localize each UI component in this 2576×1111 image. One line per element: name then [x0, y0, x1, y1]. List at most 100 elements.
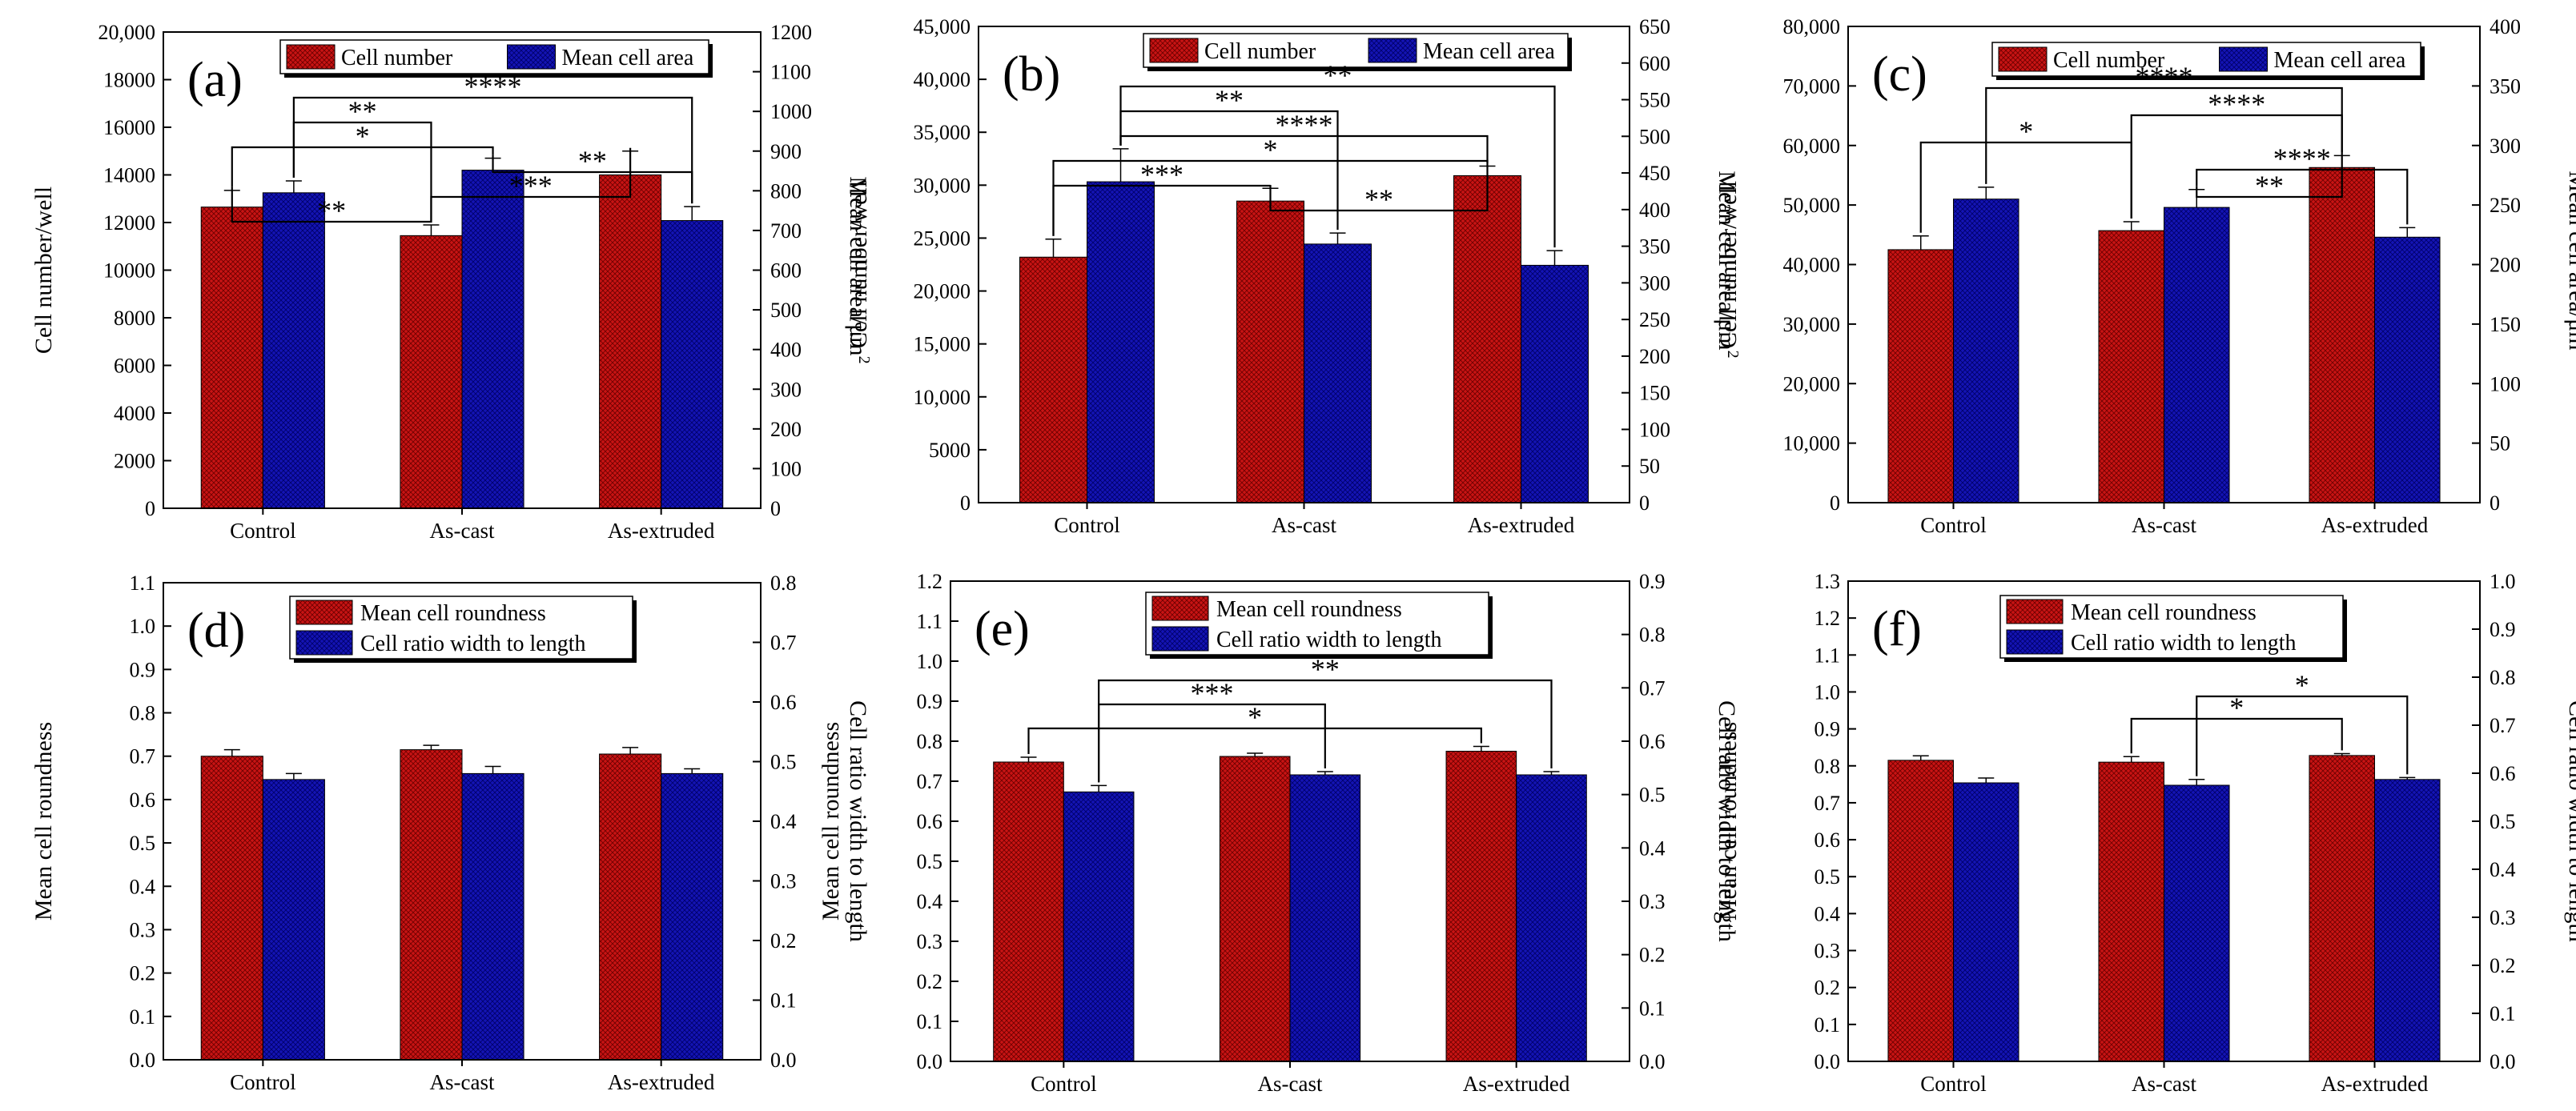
significance-bracket	[231, 146, 494, 187]
panel-label: (e)	[975, 602, 1030, 656]
y-axis-label: Mean cell roundness	[1715, 722, 1742, 920]
y2-tick-label: 0.0	[2490, 1050, 2516, 1073]
y-tick-label: 1.0	[1814, 680, 1841, 704]
y-tick-label: 30,000	[914, 174, 971, 197]
y-tick-label: 12000	[103, 211, 155, 235]
y-tick-label: 1.0	[130, 615, 156, 638]
x-tick-label: As-extruded	[608, 1070, 715, 1094]
y2-tick-label: 0.5	[770, 751, 797, 774]
y-tick-label: 80,000	[1783, 15, 1841, 38]
bar-blue	[2164, 207, 2230, 503]
y-tick-label: 0.3	[1814, 940, 1841, 963]
y2-tick-label: 100	[1639, 418, 1670, 441]
legend-label: Cell number	[341, 46, 453, 70]
y-tick-label: 0.2	[130, 962, 156, 985]
y2-tick-label: 0.3	[770, 870, 797, 893]
significance-bracket	[2196, 695, 2409, 776]
y2-tick-label: 500	[770, 299, 802, 322]
y2-tick-label: 350	[1639, 235, 1670, 259]
legend-label: Cell ratio width to length	[360, 632, 586, 656]
y-tick-label: 0.9	[130, 658, 156, 681]
legend-label: Mean cell area	[2274, 48, 2406, 73]
legend-swatch	[2219, 46, 2268, 72]
y-tick-label: 60,000	[1783, 134, 1841, 158]
significance-bracket	[292, 121, 432, 222]
legend-box	[279, 39, 709, 74]
bar-blue	[1087, 181, 1155, 503]
y-tick-label: 70,000	[1783, 74, 1841, 98]
panel-f: 0.0 0.1 0.2 0.3 0.4 0.5 0.6 0.7 0.8 0.9 1.0 1.1 1.2 1…	[1715, 570, 2576, 1096]
legend-label: Cell number	[1204, 39, 1316, 64]
bar-red	[599, 753, 662, 1061]
y-axis-label: Cell number/well	[1715, 181, 1742, 348]
x-tick-label: Control	[1054, 513, 1120, 537]
y2-tick-label: 600	[1639, 52, 1670, 75]
y2-tick-label: 0.1	[1639, 997, 1666, 1020]
legend-swatch	[1998, 46, 2048, 72]
x-tick-label: Control	[1920, 513, 1987, 537]
y2-tick-label: 0.1	[770, 989, 797, 1013]
y-tick-label: 1.0	[917, 650, 943, 673]
x-tick-label: As-cast	[2132, 513, 2196, 537]
y-axis-label: Mean cell roundness	[818, 722, 844, 920]
significance-label: ****	[2208, 88, 2265, 120]
bar-blue	[2164, 784, 2230, 1062]
significance-bracket	[2130, 717, 2343, 754]
x-tick-label: Control	[1920, 1072, 1987, 1096]
panel-label: (f)	[1872, 602, 1922, 656]
y-tick-label: 1.1	[1814, 644, 1841, 667]
y2-tick-label: 0.4	[1639, 836, 1666, 860]
y2-tick-label: 1000	[770, 100, 812, 123]
x-tick-label: As-extruded	[608, 519, 715, 543]
y2-tick-label: 550	[1639, 89, 1670, 112]
y2-tick-label: 500	[1639, 125, 1670, 148]
y-tick-label: 30,000	[1783, 313, 1841, 336]
significance-label: ****	[2136, 61, 2193, 93]
bar-red	[2098, 761, 2164, 1062]
legend-label: Cell number	[2053, 48, 2165, 73]
bar-red	[2309, 166, 2375, 503]
y-tick-label: 1.2	[917, 570, 943, 593]
y-tick-label: 4000	[114, 402, 155, 425]
y-tick-label: 0.4	[917, 890, 943, 913]
y-tick-label: 0.5	[130, 832, 156, 855]
y-tick-label: 0.2	[1814, 977, 1841, 1000]
y-tick-label: 0.5	[917, 850, 943, 873]
legend-swatch	[507, 44, 556, 70]
legend-swatch	[295, 630, 353, 656]
y2-tick-label: 0.5	[1639, 784, 1666, 807]
y-tick-label: 0.0	[1814, 1050, 1841, 1073]
y2-tick-label: 0	[770, 497, 781, 520]
significance-bracket	[1119, 110, 1339, 231]
significance-bracket	[430, 147, 632, 222]
y-tick-label: 0.8	[917, 730, 943, 753]
x-tick-label: Control	[230, 519, 296, 543]
bar-blue	[1063, 791, 1135, 1062]
y2-axis-label: Cell ratio width to length	[2564, 700, 2576, 942]
x-tick-label: As-cast	[1272, 513, 1336, 537]
significance-label: ***	[1190, 677, 1233, 709]
y-tick-label: 0.9	[1814, 718, 1841, 741]
y-tick-label: 40,000	[1783, 254, 1841, 277]
y2-tick-label: 0	[2490, 491, 2500, 515]
legend-swatch	[1151, 596, 1209, 621]
panel-label: (b)	[1003, 47, 1060, 102]
y2-tick-label: 1.0	[2490, 570, 2516, 593]
legend-label: Mean cell area	[1423, 39, 1555, 64]
bar-blue	[2374, 236, 2441, 503]
y2-tick-label: 0.0	[1639, 1050, 1666, 1073]
y2-tick-label: 900	[770, 140, 802, 163]
x-tick-label: As-extruded	[2321, 1072, 2429, 1096]
significance-bracket	[231, 187, 432, 223]
panel-c: 0 10,000 20,000 30,000 40,000 50,000 60,000 70,…	[1715, 15, 2576, 537]
y2-tick-label: 0.8	[770, 572, 797, 595]
y-tick-label: 8000	[114, 307, 155, 330]
significance-label: *	[356, 120, 370, 152]
bar-blue	[1953, 199, 2019, 503]
y-tick-label: 15,000	[914, 333, 971, 356]
significance-bracket	[1269, 162, 1489, 212]
y2-tick-label: 250	[1639, 308, 1670, 331]
legend-label: Cell ratio width to length	[1216, 628, 1442, 652]
bar-red	[200, 756, 263, 1061]
